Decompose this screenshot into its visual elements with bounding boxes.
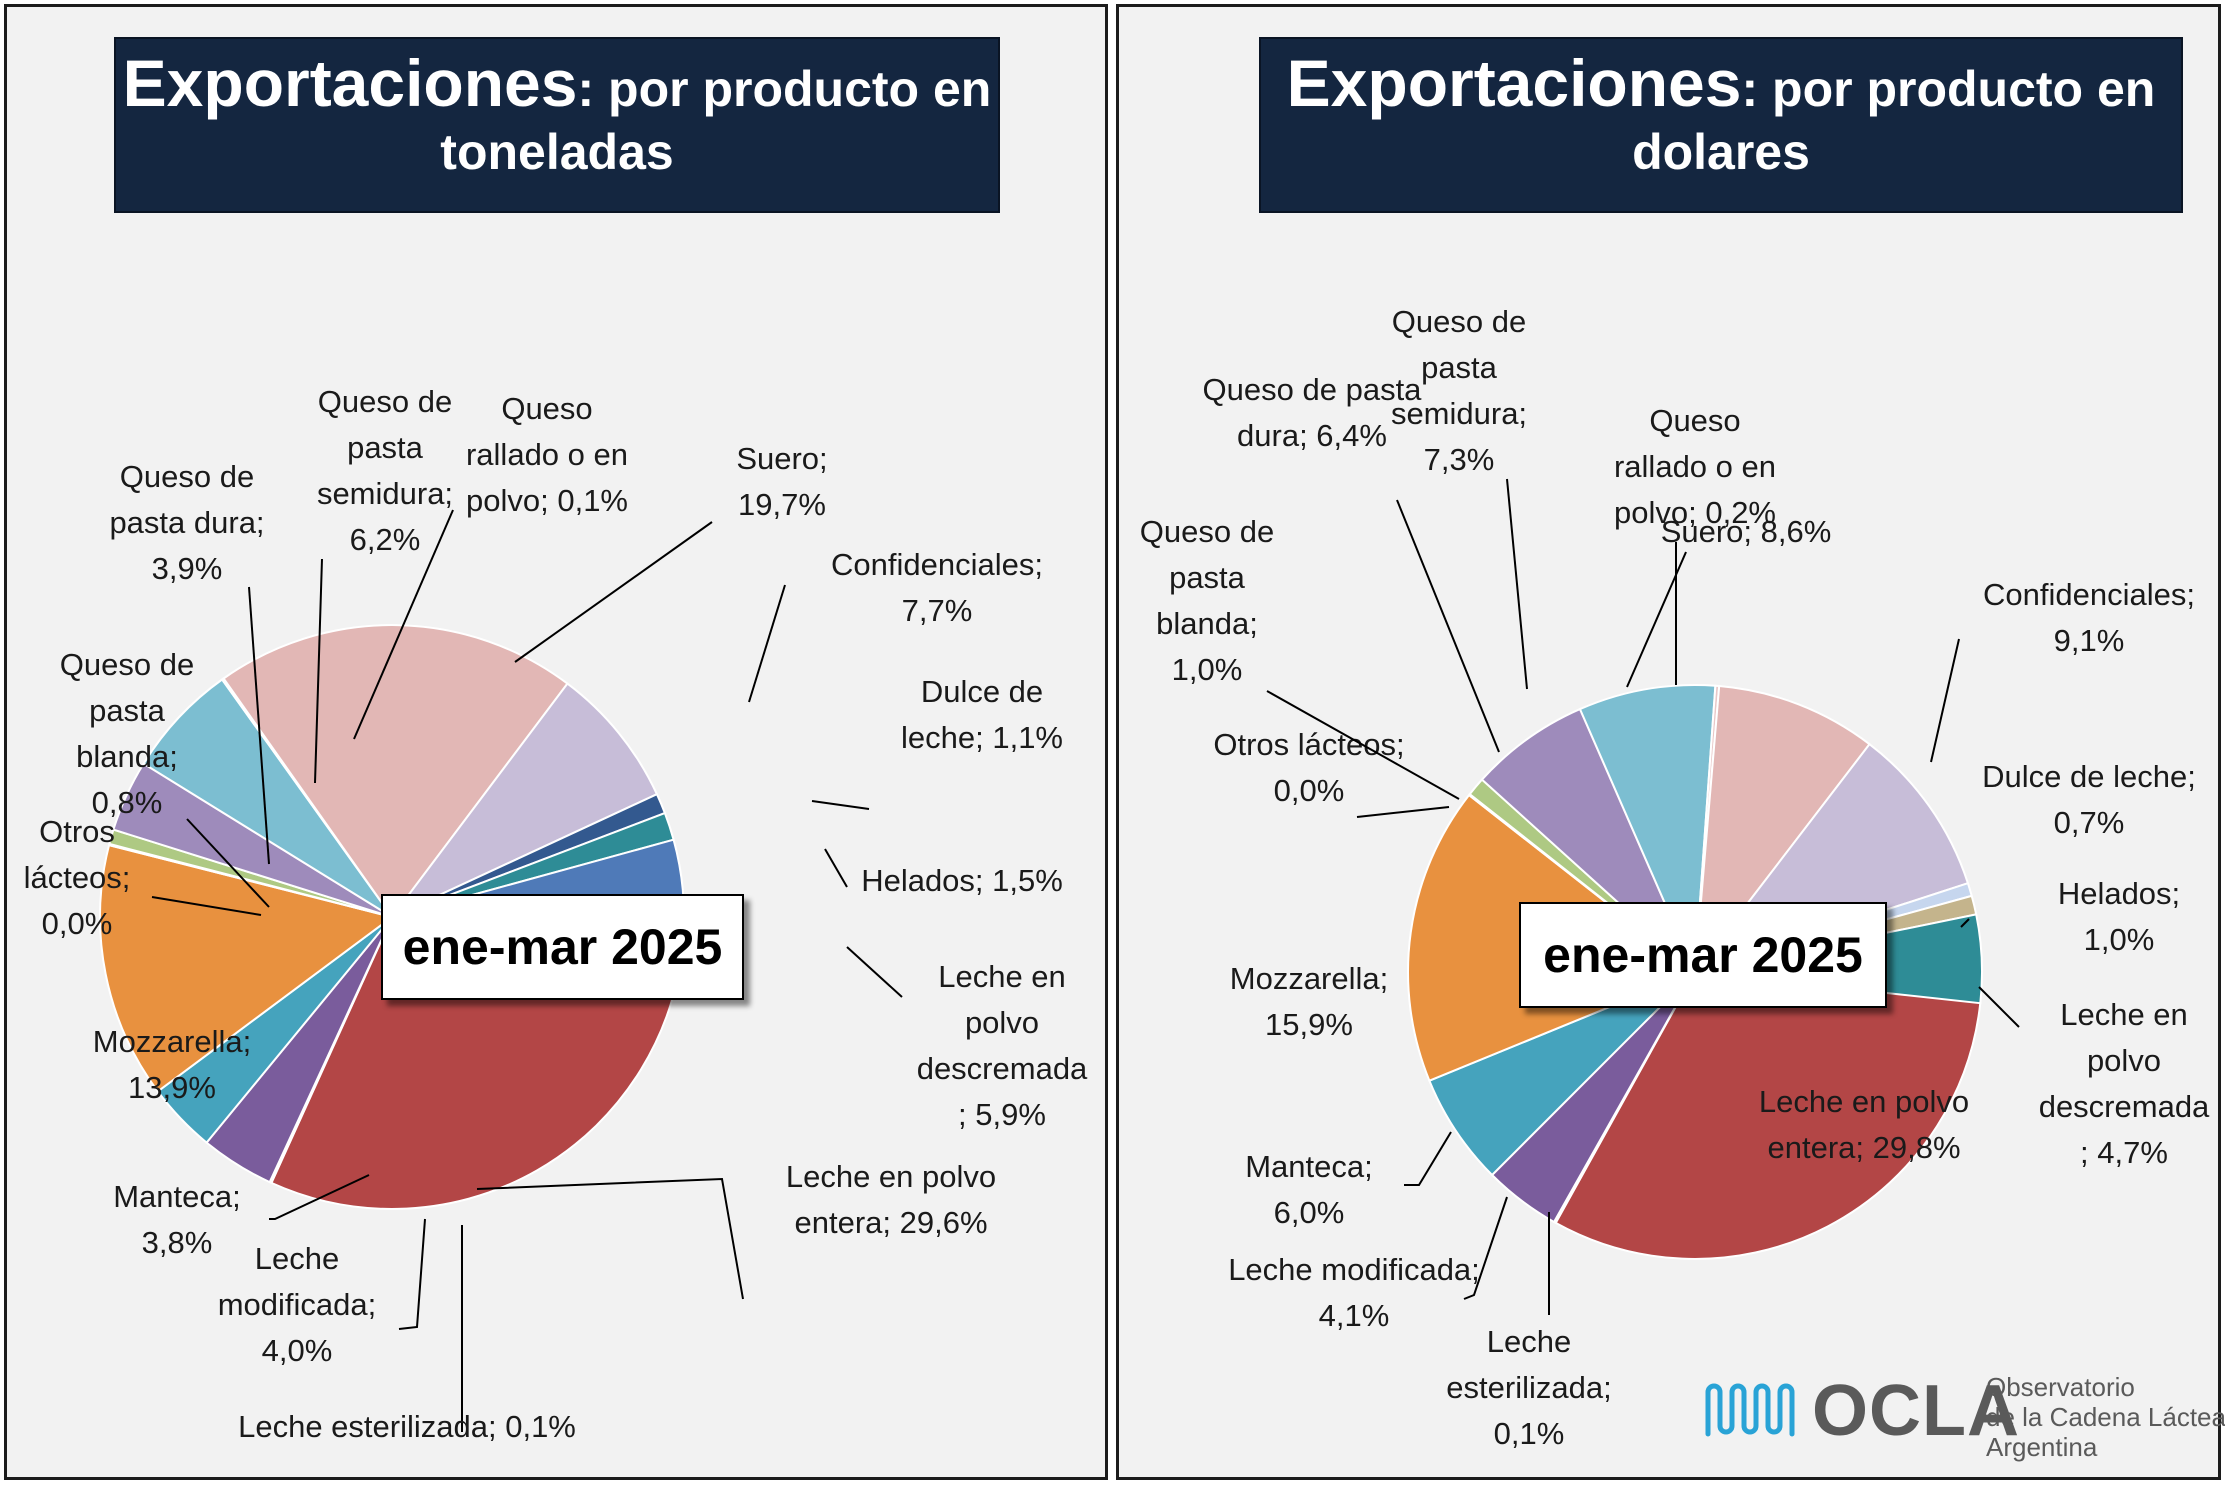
pie-slice-mozzarella	[99, 843, 395, 1093]
chart-panel-toneladas: Exportaciones: por producto en toneladas…	[4, 4, 1108, 1480]
period-label-dolares: ene-mar 2025	[1519, 902, 1887, 1008]
data-label-manteca: Manteca; 3,8%	[113, 1179, 241, 1260]
title-bold: Exportaciones	[1286, 46, 1742, 120]
pie-slice-manteca	[1428, 971, 1696, 1177]
data-label-leche-modificada: Leche modificada; 4,1%	[1228, 1252, 1480, 1333]
data-label-queso-de-pasta-dura: Queso de pasta dura; 3,9%	[109, 459, 264, 586]
data-label-confidenciales: Confidenciales; 7,7%	[831, 547, 1043, 628]
data-label-leche-en-polvo-descremada: Leche en polvo descremada; 5,9%	[917, 959, 1088, 1132]
data-label-mozzarella: Mozzarella; 13,9%	[93, 1024, 252, 1105]
leader-line-queso-rallado-o-en-polvo	[353, 509, 454, 740]
data-label-otros-lacteos: Otros lácteos; 0,0%	[24, 814, 131, 941]
logo-line3: Argentina	[1986, 1432, 2098, 1462]
logo-line2: de la Cadena Láctea	[1986, 1402, 2225, 1432]
title-rest: : por producto en	[1741, 61, 2156, 117]
pie-chart-toneladas: Leche en polvo entera; 29,6% Leche esteril…	[24, 384, 1088, 1444]
leader-line-otros-lacteos	[151, 896, 262, 916]
data-label-leche-modificada: Leche modificada; 4,0%	[218, 1241, 377, 1368]
data-label-queso-de-pasta-semidura: Queso de pasta semidura; 7,3%	[1391, 304, 1527, 477]
period-label-toneladas: ene-mar 2025	[381, 894, 744, 1000]
pie-slice-queso-de-pasta-semidura	[1578, 684, 1717, 973]
leader-line-queso-de-pasta-semidura	[1506, 478, 1528, 690]
data-label-queso-rallado-o-en-polvo: Queso rallado o en polvo; 0,1%	[466, 391, 628, 518]
pie-slice-confidenciales	[391, 682, 659, 918]
data-label-queso-rallado-o-en-polvo: Queso rallado o en polvo; 0,2%	[1614, 403, 1776, 530]
data-label-queso-de-pasta-dura: Queso de pasta dura; 6,4%	[1203, 372, 1423, 453]
pie-slice-leche-en-polvo-entera	[1554, 970, 1982, 1260]
pie-slices	[99, 624, 685, 1210]
data-label-confidenciales: Confidenciales; 9,1%	[1983, 577, 2195, 658]
wave-logo-icon	[1705, 1383, 1795, 1437]
leader-line-manteca	[1404, 1131, 1452, 1186]
leader-line-confidenciales	[1930, 638, 1960, 763]
data-label-mozzarella: Mozzarella; 15,9%	[1230, 961, 1389, 1042]
data-label-queso-de-pasta-blanda: Queso de pasta blanda; 0,8%	[60, 647, 194, 820]
leader-line-leche-en-polvo-descremada	[846, 946, 903, 998]
chart-title-toneladas: Exportaciones: por producto en toneladas	[114, 37, 1000, 213]
leader-line-leche-en-polvo-entera	[476, 1177, 744, 1300]
title-rest: : por producto en	[577, 61, 992, 117]
pie-slice-queso-de-pasta-semidura	[142, 678, 393, 918]
leader-line-helados	[824, 848, 848, 888]
leader-line-queso-de-pasta-semidura	[314, 558, 323, 784]
leader-line-leche-modificada	[398, 1218, 426, 1330]
leader-line-dulce-de-leche	[811, 800, 870, 810]
data-label-helados: Helados; 1,5%	[861, 863, 1063, 898]
leader-line-suero	[1626, 551, 1687, 688]
leader-line-helados	[1960, 918, 1970, 928]
data-label-leche-esterilizada: Leche esterilizada; 0,1%	[238, 1409, 576, 1444]
leader-line-manteca	[269, 1174, 370, 1220]
data-label-helados: Helados; 1,0%	[2058, 876, 2180, 957]
data-label-suero: Suero; 8,6%	[1661, 514, 1832, 549]
data-label-manteca: Manteca; 6,0%	[1245, 1149, 1373, 1230]
leader-line-otros-lacteos	[1356, 806, 1450, 818]
title-line2: dolares	[1632, 124, 1810, 180]
leader-line-confidenciales	[748, 584, 786, 703]
data-label-suero: Suero; 19,7%	[736, 441, 827, 522]
title-bold: Exportaciones	[122, 46, 578, 120]
data-label-dulce-de-leche: Dulce de leche; 1,1%	[901, 674, 1063, 755]
pie-slice-suero	[222, 624, 569, 919]
logo-name: OCLA	[1812, 1371, 2020, 1451]
data-label-leche-en-polvo-descremada: Leche en polvo descremada; 4,7%	[2039, 997, 2210, 1170]
data-label-dulce-de-leche: Dulce de leche; 0,7%	[1982, 759, 2196, 840]
leader-line-queso-de-pasta-blanda	[186, 818, 270, 908]
data-label-queso-de-pasta-blanda: Queso de pasta blanda; 1,0%	[1140, 514, 1274, 687]
leader-line-leche-en-polvo-descremada	[1978, 986, 2020, 1028]
chart-panel-dolares: Exportaciones: por producto en dolares L…	[1116, 4, 2221, 1480]
leader-line-queso-de-pasta-dura	[248, 586, 270, 865]
leader-line-suero	[514, 521, 713, 663]
pie-chart-dolares: Leche en polvo entera; 29,8% Leche esterili…	[1140, 304, 2210, 1451]
title-line2: toneladas	[440, 124, 674, 180]
data-label-leche-esterilizada: Leche esterilizada; 0,1%	[1446, 1324, 1611, 1451]
pie-slice-suero	[1693, 684, 1871, 976]
data-label-otros-lacteos: Otros lácteos; 0,0%	[1213, 727, 1404, 808]
chart-title-dolares: Exportaciones: por producto en dolares	[1259, 37, 2183, 213]
logo-line1: Observatorio	[1986, 1372, 2135, 1402]
pie-data-labels: Leche en polvo entera; 29,6% Leche esteril…	[24, 384, 1088, 1444]
data-label-queso-de-pasta-semidura: Queso de pasta semidura; 6,2%	[317, 384, 453, 557]
ocla-logo: OCLA Observatorio de la Cadena Láctea Ar…	[1704, 1366, 2225, 1476]
leader-line-queso-de-pasta-dura	[1396, 499, 1500, 753]
leader-line-queso-de-pasta-blanda	[1266, 690, 1460, 800]
pie-data-labels: Leche en polvo entera; 29,8% Leche esterili…	[1140, 304, 2210, 1451]
data-label-leche-en-polvo-entera: Leche en polvo entera; 29,6%	[786, 1159, 996, 1240]
leader-line-leche-modificada	[1463, 1196, 1508, 1300]
data-label-leche-en-polvo-entera: Leche en polvo entera; 29,8%	[1759, 1084, 1969, 1165]
